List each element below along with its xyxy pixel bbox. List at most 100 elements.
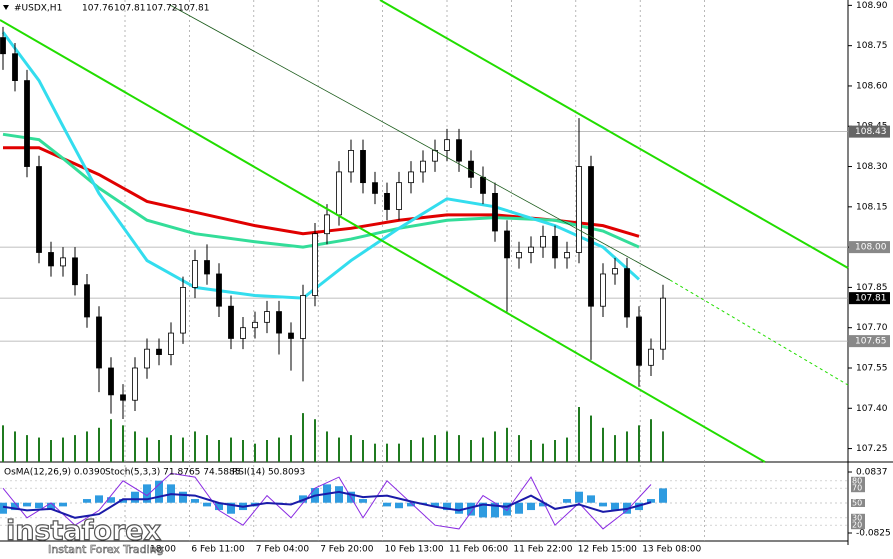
y-tick-label: 108.75 <box>856 41 888 51</box>
volume-bar <box>74 435 76 462</box>
volume-bar <box>290 435 292 462</box>
level-box <box>849 335 890 348</box>
candle-body <box>420 160 426 173</box>
osma-bar <box>563 499 571 503</box>
osma-bar <box>599 502 607 507</box>
candle-body <box>216 273 222 307</box>
volume-bar <box>314 419 316 462</box>
x-tick-label: 11 Feb 22:00 <box>513 545 572 555</box>
y-tick-label: 107.85 <box>856 283 888 293</box>
level-label: 108.43 <box>855 127 887 137</box>
osma-tick-label: -0.0825 <box>856 529 891 539</box>
volume-bar <box>410 440 412 462</box>
volume-bar <box>62 437 64 462</box>
volume-bar <box>158 440 160 462</box>
volume-bar <box>338 437 340 462</box>
candle-body <box>264 311 270 323</box>
candle-body <box>348 150 354 173</box>
candle-body <box>552 235 558 259</box>
osma-bar <box>455 502 463 514</box>
osc-tick-box <box>851 484 865 493</box>
x-tick-label: 13 Feb 08:00 <box>642 545 701 555</box>
osma-bar <box>83 499 91 503</box>
volume-bar <box>566 437 568 462</box>
candle-body <box>48 252 54 267</box>
volume-bar <box>602 427 604 462</box>
volume-bar <box>254 443 256 462</box>
x-tick-label: 18:00 <box>150 545 176 555</box>
volume-bar <box>50 440 52 462</box>
volume-bar <box>386 443 388 462</box>
candle-body <box>144 348 150 369</box>
osma-bar <box>191 499 199 503</box>
osma-bar <box>431 502 439 507</box>
candle-body <box>660 297 666 350</box>
volume-bar <box>554 440 556 462</box>
volume-bar <box>134 431 136 462</box>
osma-bar <box>155 480 163 503</box>
x-tick-label: 10 Feb 13:00 <box>385 545 444 555</box>
osma-bar <box>11 502 19 511</box>
osc-title: OsMA(12,26,9) 0.0390 <box>4 468 106 478</box>
osma-bar <box>659 488 667 503</box>
osma-bar <box>515 502 523 514</box>
volume-bar <box>482 437 484 462</box>
volume-bar <box>446 431 448 462</box>
volume-bar <box>170 435 172 462</box>
volume-bar <box>506 427 508 462</box>
x-tick-label: 6 Feb 11:00 <box>191 545 245 555</box>
candle-body <box>540 235 546 248</box>
osma-bar <box>335 486 343 503</box>
level-label: 108.00 <box>855 243 887 253</box>
osma-bar <box>143 484 151 503</box>
trend-extension <box>669 279 849 386</box>
header-close: 107.81 <box>178 4 210 14</box>
x-tick-label: 12 Feb 15:00 <box>578 545 637 555</box>
volume-bar <box>530 440 532 462</box>
osma-bar <box>575 491 583 503</box>
x-tick-label: 11 Feb 06:00 <box>449 545 508 555</box>
volume-bar <box>266 440 268 462</box>
candle-body <box>108 367 114 396</box>
volume-bar <box>146 437 148 462</box>
volume-bar <box>626 431 628 462</box>
candle-body <box>612 268 618 275</box>
osma-bar <box>119 499 127 503</box>
candle-body <box>372 182 378 194</box>
osc-tick-label: 30 <box>852 513 862 522</box>
candle-body <box>396 182 402 210</box>
y-tick-label: 107.55 <box>856 363 888 373</box>
osma-bar <box>359 499 367 503</box>
candle-body <box>600 273 606 307</box>
volume-bar <box>494 431 496 462</box>
candle-body <box>408 171 414 184</box>
candle-body <box>480 176 486 194</box>
volume-bar <box>206 435 208 462</box>
level-label: 107.65 <box>855 337 887 347</box>
header-high: 107.81 <box>114 4 146 14</box>
osma-bar <box>203 502 211 507</box>
candle-body <box>636 316 642 366</box>
y-tick-label: 107.70 <box>856 323 888 333</box>
osma-bar <box>0 502 7 514</box>
volume-bar <box>614 435 616 462</box>
osc-tick-box <box>851 499 865 507</box>
channel-line <box>0 19 766 463</box>
y-tick-label: 108.90 <box>856 1 888 11</box>
menu-arrow[interactable] <box>3 5 9 10</box>
volume-bar <box>38 437 40 462</box>
candle-body <box>324 214 330 235</box>
volume-bar <box>350 435 352 462</box>
osma-bar <box>395 502 403 509</box>
candle-body <box>0 37 6 55</box>
candle-body <box>504 230 510 259</box>
x-tick-label: 7 Feb 20:00 <box>320 545 374 555</box>
candle-body <box>624 268 630 318</box>
volume-bar <box>590 415 592 462</box>
osma-bar <box>59 502 67 507</box>
volume-bar <box>230 437 232 462</box>
candle-body <box>492 192 498 232</box>
candle-body <box>288 332 294 339</box>
